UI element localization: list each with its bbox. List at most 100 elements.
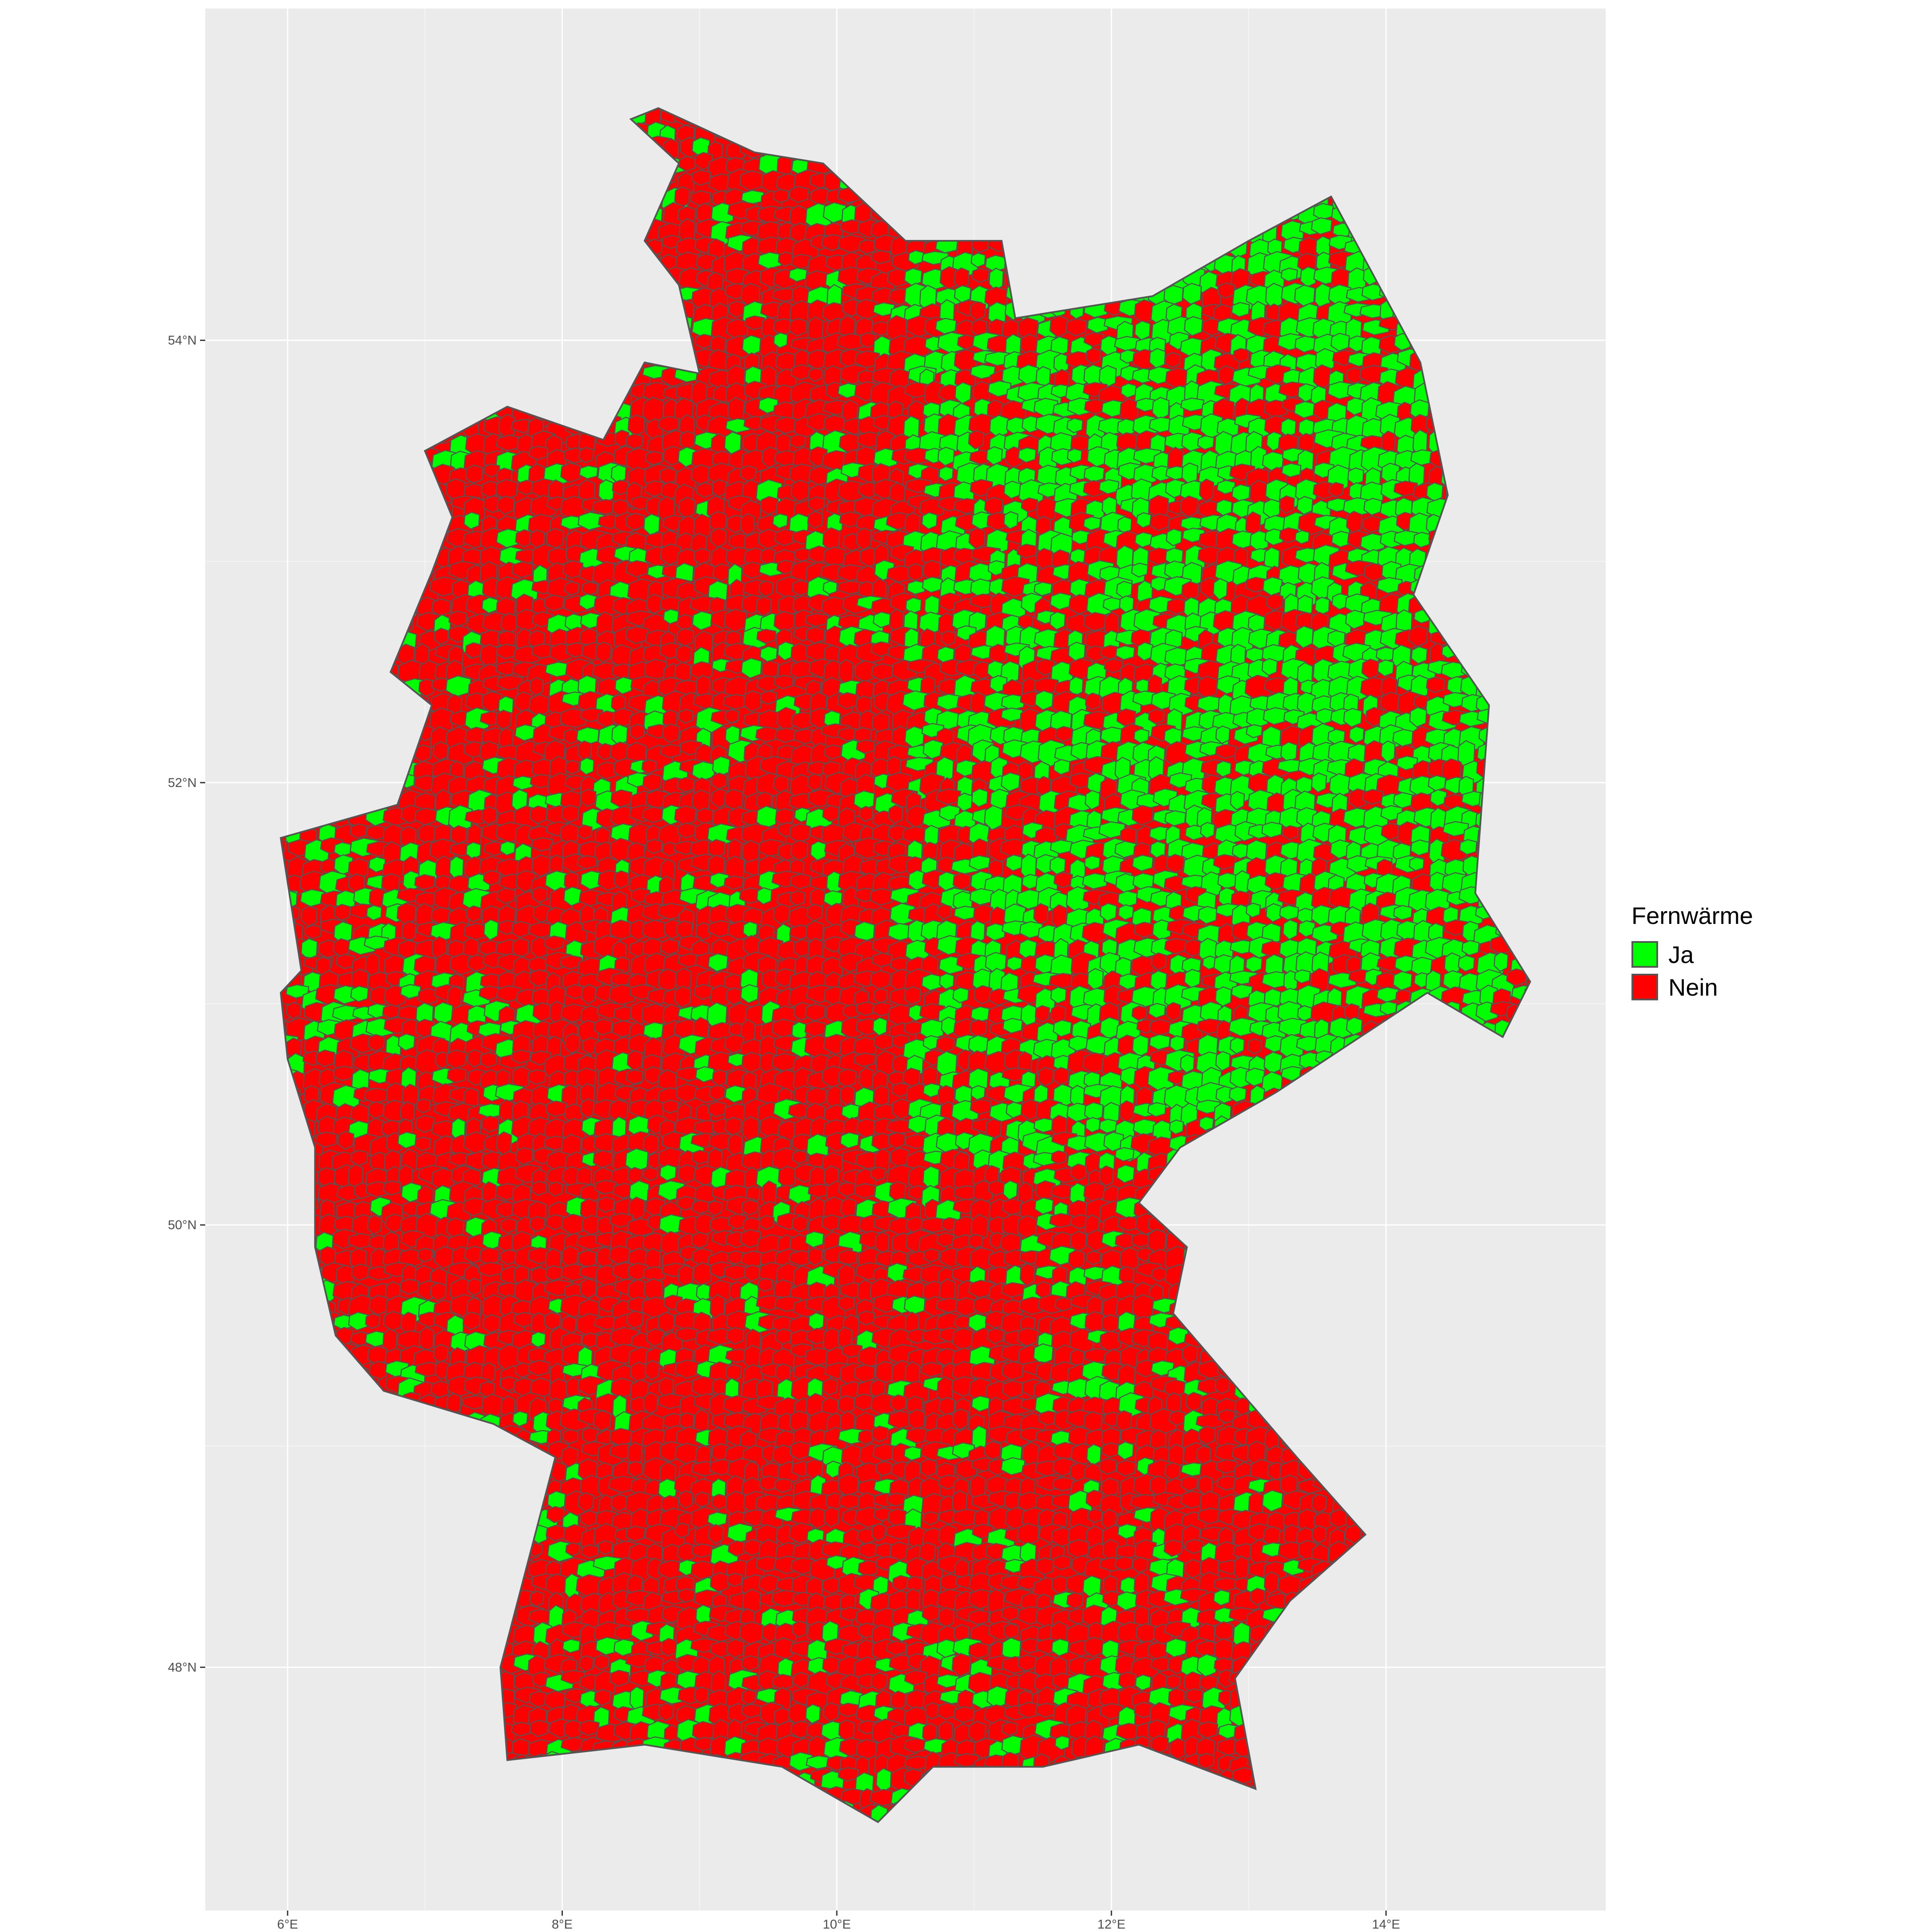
municipality-nein: [839, 432, 860, 453]
municipality-ja: [1033, 581, 1053, 596]
municipality-nein: [855, 446, 876, 469]
municipality-ja: [1410, 399, 1430, 420]
municipality-ja: [1151, 397, 1170, 420]
municipality-nein: [778, 251, 794, 267]
municipality-ja: [904, 267, 923, 286]
municipality-nein: [740, 283, 761, 307]
municipality-ja: [1066, 448, 1082, 464]
municipality-ja: [1184, 316, 1203, 337]
municipality-nein: [1264, 399, 1289, 418]
municipality-ja: [987, 301, 1007, 326]
municipality-nein: [774, 674, 794, 690]
municipality-nein: [808, 496, 825, 512]
municipality-nein: [726, 318, 749, 340]
municipality-ja: [1099, 365, 1117, 388]
municipality-nein: [789, 434, 807, 449]
municipality-ja: [1120, 383, 1137, 398]
municipality-ja: [1131, 562, 1148, 578]
municipality-ja: [1018, 447, 1037, 463]
municipality-ja: [1294, 530, 1310, 545]
municipality-nein: [627, 414, 645, 437]
municipality-ja: [938, 466, 954, 482]
municipality-nein: [678, 708, 694, 724]
municipality-ja: [1084, 855, 1101, 871]
municipality-nein: [1164, 352, 1181, 368]
municipality-ja: [1117, 418, 1136, 437]
municipality-nein: [625, 433, 644, 450]
municipality-ja: [1066, 418, 1084, 434]
municipality-nein: [772, 188, 790, 204]
municipality-ja: [1000, 707, 1023, 722]
municipality-ja: [1036, 366, 1051, 388]
municipality-ja: [1182, 283, 1202, 305]
municipality-ja: [1053, 353, 1069, 374]
municipality-nein: [710, 335, 726, 355]
municipality-nein: [690, 464, 711, 485]
municipality-nein: [678, 156, 697, 172]
municipality-ja: [1245, 724, 1263, 738]
municipality-ja: [499, 841, 516, 856]
municipality-nein: [690, 190, 711, 207]
municipality-ja: [611, 464, 627, 484]
municipality-ja: [970, 252, 986, 268]
municipality-nein: [1410, 414, 1430, 437]
municipality-nein: [304, 924, 322, 940]
municipality-nein: [528, 446, 549, 460]
municipality-ja: [1149, 348, 1166, 369]
municipality-nein: [581, 581, 598, 596]
municipality-ja: [988, 267, 1004, 291]
municipality-ja: [1331, 332, 1350, 352]
municipality-nein: [1065, 318, 1088, 337]
municipality-ja: [986, 446, 1003, 465]
municipality-nein: [641, 759, 657, 774]
municipality-ja: [788, 267, 808, 283]
municipality-nein: [660, 744, 682, 758]
municipality-ja: [773, 332, 788, 349]
municipality-nein: [760, 690, 778, 705]
municipality-nein: [465, 465, 484, 484]
municipality-ja: [1280, 267, 1298, 282]
municipality-nein: [560, 462, 581, 483]
municipality-nein: [788, 318, 808, 337]
municipality-nein: [679, 431, 696, 450]
municipality-nein: [775, 433, 791, 456]
municipality-nein: [968, 430, 984, 450]
municipality-ja: [1409, 857, 1425, 872]
municipality-nein: [855, 298, 878, 321]
municipality-nein: [1346, 367, 1364, 384]
municipality-nein: [823, 222, 844, 240]
municipality-nein: [565, 759, 580, 775]
municipality-nein: [887, 268, 909, 288]
municipality-ja: [1245, 902, 1261, 918]
municipality-nein: [578, 447, 594, 464]
municipality-ja: [1134, 320, 1151, 341]
municipality-nein: [836, 333, 866, 351]
municipality-nein: [1017, 317, 1039, 340]
municipality-nein: [727, 397, 745, 424]
municipality-ja: [1361, 336, 1382, 358]
municipality-nein: [498, 413, 516, 440]
municipality-nein: [564, 581, 580, 596]
municipality-nein: [971, 267, 990, 283]
municipality-nein: [954, 267, 969, 290]
municipality-ja: [1328, 284, 1352, 307]
municipality-ja: [1311, 217, 1333, 235]
municipality-ja: [1315, 235, 1331, 259]
municipality-ja: [1163, 285, 1184, 306]
municipality-ja: [935, 318, 957, 335]
municipality-ja: [1294, 284, 1315, 307]
municipality-ja: [954, 285, 972, 303]
municipality-nein: [871, 250, 891, 264]
municipality-ja: [954, 382, 972, 404]
municipality-nein: [1263, 335, 1283, 356]
municipality-ja: [1103, 597, 1121, 612]
municipality-ja: [579, 465, 598, 480]
municipality-nein: [972, 381, 991, 404]
municipality-ja: [1300, 266, 1317, 288]
municipality-ja: [1006, 416, 1027, 435]
municipality-ja: [1050, 432, 1072, 455]
municipality-nein: [740, 465, 757, 482]
municipality-nein: [1233, 348, 1249, 363]
municipality-ja: [1087, 316, 1109, 334]
